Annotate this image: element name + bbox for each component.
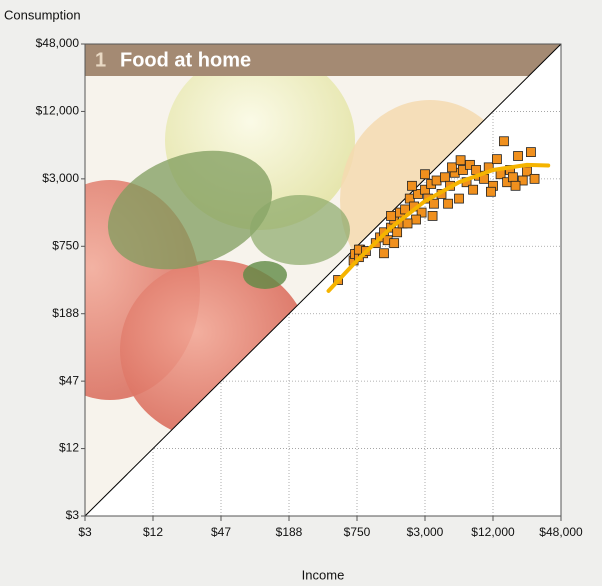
x-tick-label: $188 (276, 525, 303, 539)
y-tick-label: $12,000 (36, 104, 80, 118)
scatter-point (529, 173, 540, 184)
scatter-point (431, 175, 442, 186)
x-tick-label: $12,000 (471, 525, 515, 539)
scatter-point (454, 193, 464, 204)
scatter-point (447, 162, 457, 173)
scatter-point (389, 238, 400, 249)
scatter-point (427, 211, 438, 221)
scatter-point (486, 186, 496, 197)
scatter-point (455, 155, 466, 166)
scatter-point (507, 172, 518, 183)
scatter-point (416, 207, 427, 218)
scatter-point (443, 198, 453, 209)
scatter-point (468, 184, 479, 195)
scatter-point (429, 198, 439, 209)
scatter-point (510, 180, 521, 191)
scatter-point (439, 172, 450, 183)
y-axis-label: Consumption (4, 7, 81, 22)
y-tick-label: $3,000 (42, 171, 79, 185)
scatter-point (407, 180, 417, 191)
scatter-point (420, 169, 430, 180)
plot-border (84, 43, 562, 517)
y-tick-label: $750 (52, 238, 79, 252)
x-tick-label: $3 (78, 525, 92, 539)
scatter-point (392, 227, 403, 238)
x-tick-label: $3,000 (407, 525, 444, 539)
scatter-point (458, 165, 468, 175)
scatter-point (386, 211, 396, 221)
x-tick-label: $12 (143, 525, 163, 539)
title-band (85, 44, 561, 76)
scatter-point (402, 218, 413, 229)
scatter-point (499, 136, 509, 147)
scatter-point (513, 151, 523, 161)
y-tick-label: $47 (59, 373, 79, 387)
y-tick-label: $188 (52, 306, 79, 320)
x-axis-label: Income (302, 567, 345, 582)
chart-title: Food at home (120, 49, 251, 71)
x-tick-label: $750 (344, 525, 371, 539)
x-tick-label: $47 (211, 525, 231, 539)
x-tick-label: $48,000 (539, 525, 583, 539)
scatter-point (411, 214, 421, 225)
y-tick-label: $3 (66, 508, 80, 522)
scatter-point (526, 147, 536, 158)
panel-number: 1 (95, 49, 106, 71)
diagonal (84, 43, 562, 517)
y-tick-label: $48,000 (36, 36, 80, 50)
y-tick-label: $12 (59, 441, 79, 455)
fit-line (326, 162, 551, 293)
scatter-point (379, 248, 389, 259)
scatter-point (492, 154, 502, 165)
